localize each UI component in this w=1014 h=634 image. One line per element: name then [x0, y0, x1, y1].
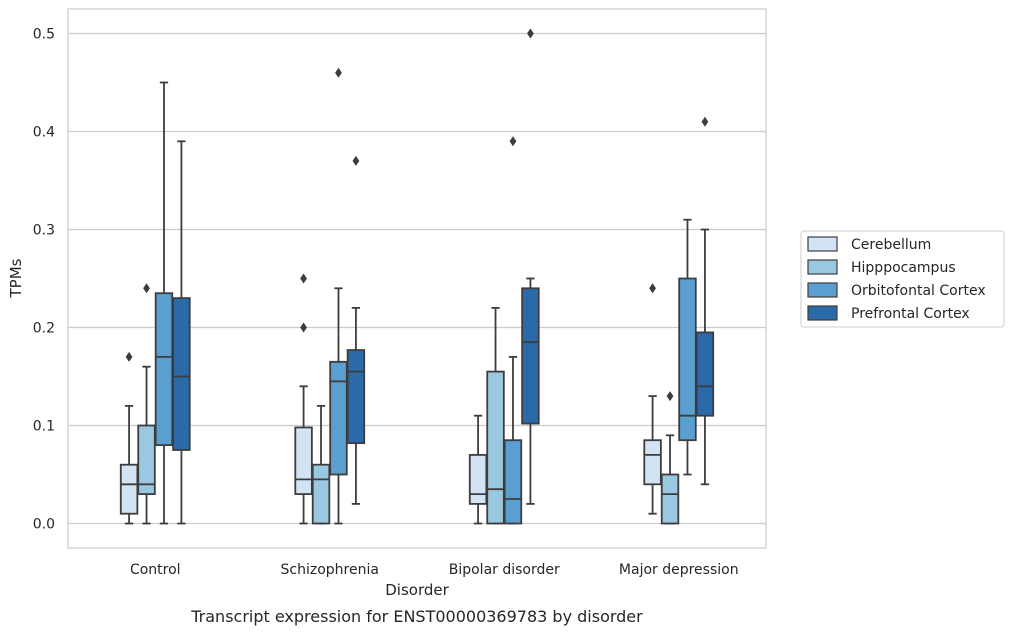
outlier-point [509, 136, 517, 147]
series-0 [119, 273, 662, 525]
legend-label: Hipppocampus [851, 260, 956, 276]
box-element [503, 136, 523, 525]
outlier-point [527, 28, 534, 39]
y-tick-label: 0.5 [33, 27, 55, 43]
y-tick-label: 0.2 [33, 321, 55, 337]
series-2 [154, 67, 697, 525]
legend-swatch [807, 259, 838, 275]
chart-caption: Transcript expression for ENST0000036978… [190, 607, 643, 626]
iqr-box [468, 453, 488, 505]
iqr-box [346, 349, 366, 445]
x-tick-label: Control [130, 562, 181, 578]
legend-item: Cerebellum [807, 236, 931, 253]
iqr-box [119, 463, 139, 515]
legend-item: Orbitofontal Cortex [807, 282, 986, 299]
iqr-box [294, 426, 313, 495]
iqr-box [660, 473, 680, 525]
legend-label: Orbitofontal Cortex [851, 283, 986, 299]
box-series [119, 28, 715, 525]
box-element [137, 283, 156, 525]
legend-swatch [807, 305, 838, 321]
box-element [172, 140, 191, 525]
legend-swatch [807, 236, 838, 252]
iqr-box [503, 439, 523, 525]
outlier-point [701, 116, 709, 127]
legend-label: Cerebellum [851, 237, 931, 253]
legend-label: Prefrontal Cortex [851, 306, 970, 322]
legend: Cerebellum Hipppocampus Orbitofontal Corte… [800, 230, 1005, 328]
outlier-point [649, 283, 656, 294]
outlier-point [352, 155, 360, 166]
legend-item: Hipppocampus [807, 259, 956, 276]
y-tick-label: 0.4 [33, 125, 55, 141]
outlier-point [335, 67, 342, 78]
box-element [695, 116, 715, 486]
iqr-box [172, 297, 191, 451]
outlier-point [125, 351, 133, 362]
box-element [119, 351, 139, 525]
outlier-point [666, 391, 674, 402]
outlier-point [143, 283, 150, 294]
x-tick-label: Major depression [619, 562, 739, 578]
plot-frame [67, 8, 767, 549]
box-element [311, 404, 331, 525]
y-tick-label: 0.3 [33, 223, 55, 239]
iqr-box [521, 287, 540, 425]
box-element [660, 391, 680, 525]
y-tick-labels: 0.0 0.1 0.2 0.3 0.4 0.5 [33, 27, 55, 533]
y-axis-label: TPMs [7, 258, 25, 298]
series-3 [172, 28, 715, 525]
legend-item: Prefrontal Cortex [807, 305, 970, 322]
box-element [294, 273, 313, 525]
outlier-point [300, 273, 307, 284]
iqr-box [154, 292, 174, 447]
x-tick-labels: Control Schizophrenia Bipolar disorder Majo… [130, 562, 739, 578]
box-element [643, 283, 662, 515]
iqr-box [311, 463, 331, 525]
legend-frame [800, 230, 1005, 328]
iqr-box [486, 370, 505, 525]
y-tick-label: 0.0 [33, 517, 55, 533]
x-tick-label: Schizophrenia [281, 562, 379, 578]
iqr-box [643, 439, 662, 486]
x-axis-label: Disorder [385, 581, 449, 599]
y-tick-label: 0.1 [33, 419, 55, 435]
box-element [521, 28, 540, 505]
box-element [346, 155, 366, 505]
iqr-box [329, 360, 348, 476]
iqr-box [695, 331, 715, 417]
x-tick-label: Bipolar disorder [449, 562, 560, 578]
iqr-box [137, 424, 156, 495]
outlier-point [300, 322, 307, 333]
legend-swatch [807, 282, 838, 298]
box-element [678, 218, 697, 476]
